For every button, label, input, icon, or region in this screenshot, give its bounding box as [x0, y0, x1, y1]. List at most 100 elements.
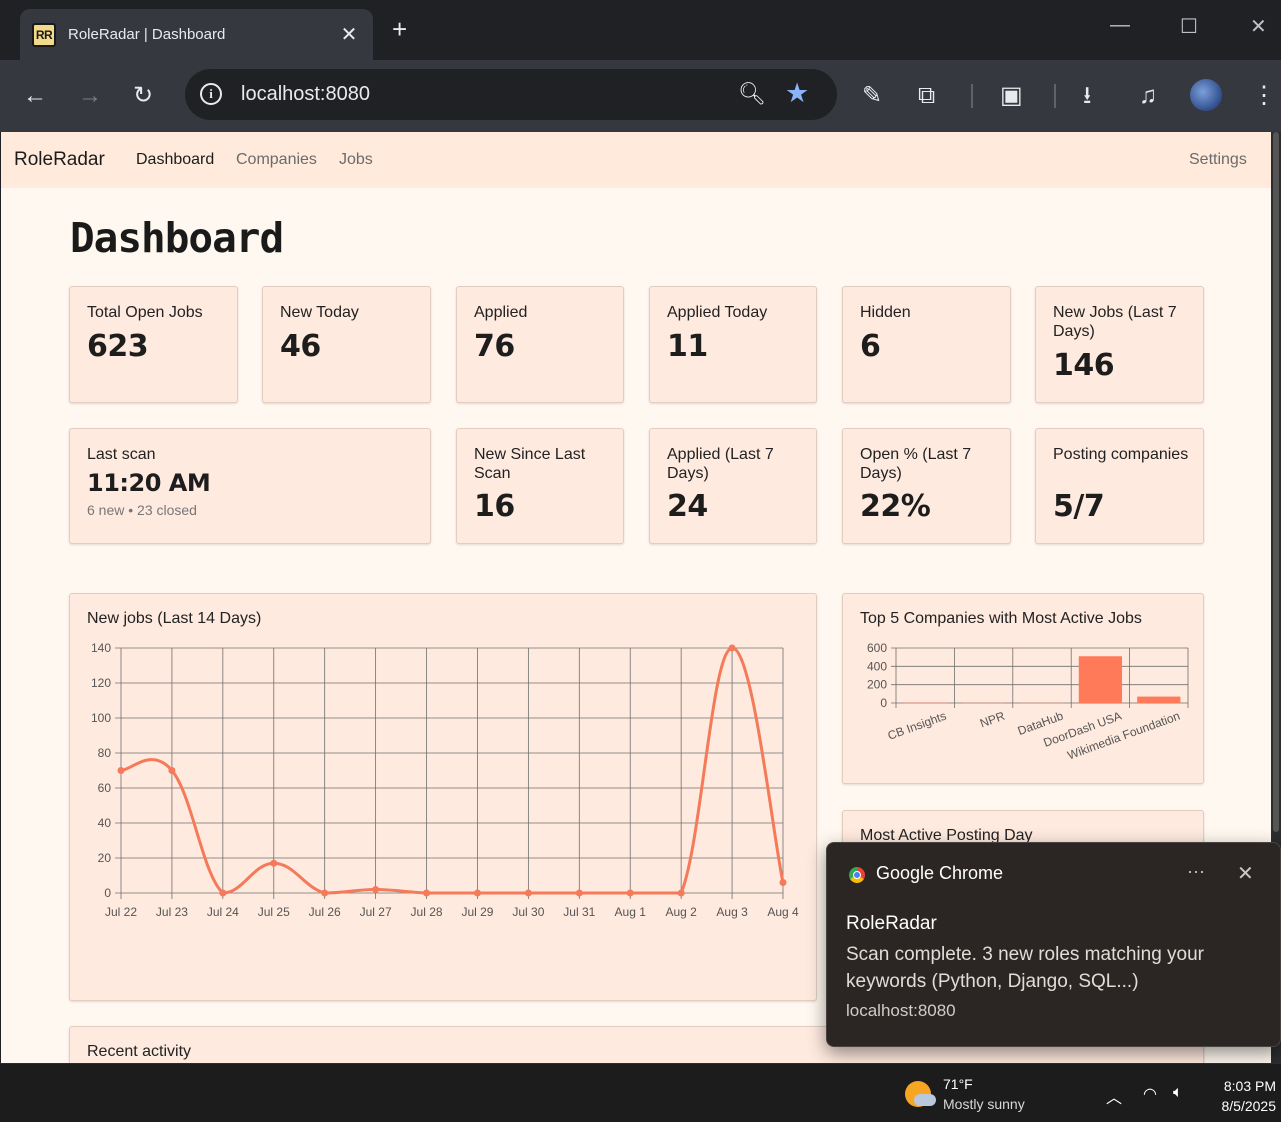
stat-card-applied-today: Applied Today 11: [649, 286, 817, 403]
notification-body: Scan complete. 3 new roles matching your…: [846, 944, 1205, 992]
pencil-icon[interactable]: ✎: [862, 82, 883, 109]
bar: [903, 702, 947, 704]
stat-label: Applied Today: [667, 304, 768, 321]
clock-date: 8/5/2025: [1221, 1098, 1277, 1114]
forward-icon[interactable]: →: [78, 82, 102, 109]
stat-value: 76: [474, 329, 515, 364]
x-tick-label: CB Insights: [886, 709, 948, 743]
data-point: [270, 859, 278, 867]
maximize-icon[interactable]: ☐: [1180, 16, 1198, 38]
data-point: [677, 889, 685, 897]
media-control-icon[interactable]: ♫: [1139, 82, 1157, 109]
bar: [1078, 656, 1123, 703]
x-tick-label: Aug 3: [716, 905, 748, 919]
chevron-up-icon[interactable]: ︿: [1106, 1090, 1123, 1107]
top-companies-chart-panel: Top 5 Companies with Most Active Jobs 0 2…: [842, 593, 1204, 784]
volume-icon[interactable]: 🔈︎: [1173, 1084, 1183, 1101]
brand-logo[interactable]: RoleRadar: [14, 149, 105, 170]
window-close-icon[interactable]: ✕: [1250, 16, 1267, 38]
nav-link-dashboard[interactable]: Dashboard: [136, 151, 215, 168]
stat-card-last-scan: Last scan 11:20 AM 6 new • 23 closed: [69, 428, 431, 544]
stat-value: 24: [667, 489, 708, 524]
x-tick-label: Jul 22: [105, 905, 137, 919]
download-icon[interactable]: ⭳: [1083, 82, 1092, 109]
url-text[interactable]: localhost:8080: [241, 83, 370, 105]
system-clock[interactable]: 8:03 PM 8/5/2025: [1222, 1076, 1277, 1116]
stat-card-applied: Applied 76: [456, 286, 624, 403]
address-bar[interactable]: i localhost:8080 🔍︎ ★: [185, 69, 837, 120]
stat-value: 46: [280, 329, 321, 364]
stat-card-total-open-jobs: Total Open Jobs 623: [69, 286, 238, 403]
clock-time: 8:03 PM: [1223, 1078, 1276, 1094]
back-icon[interactable]: ←: [23, 82, 47, 109]
scrollbar-thumb[interactable]: [1273, 132, 1279, 832]
wifi-icon[interactable]: ◠: [1143, 1086, 1157, 1103]
notification-toast[interactable]: Google Chrome ··· ✕ RoleRadar Scan compl…: [826, 842, 1281, 1047]
minimize-icon[interactable]: —: [1110, 14, 1130, 36]
data-point: [168, 767, 176, 774]
bookmark-star-icon[interactable]: ★: [785, 78, 810, 108]
x-tick-label: Jul 28: [411, 905, 443, 919]
data-point: [779, 879, 787, 886]
y-tick-label: 80: [98, 746, 112, 760]
site-info-icon[interactable]: i: [200, 83, 222, 105]
extensions-icon[interactable]: ⧉: [918, 82, 936, 109]
y-tick-label: 120: [91, 676, 111, 690]
page-title: Dashboard: [70, 214, 284, 262]
close-tab-icon[interactable]: ✕: [340, 24, 358, 46]
y-tick-label: 0: [104, 886, 111, 900]
taskbar: 71°F Mostly sunny ︿ ◠ 🔈︎ 8:03 PM 8/5/202…: [0, 1063, 1281, 1122]
menu-kebab-icon[interactable]: ⋮: [1252, 82, 1276, 109]
y-tick-label: 400: [867, 659, 887, 673]
y-tick-label: 200: [867, 678, 887, 692]
toolbar-divider: [971, 84, 973, 108]
stat-label: New Jobs (Last 7 Days): [1053, 304, 1177, 340]
zoom-icon[interactable]: 🔍︎: [738, 81, 766, 106]
data-point: [524, 889, 532, 897]
weather-condition[interactable]: Mostly sunny: [943, 1096, 1025, 1112]
more-options-icon[interactable]: ···: [1187, 861, 1205, 881]
data-point: [372, 886, 380, 893]
panel-title: New jobs (Last 14 Days): [87, 610, 262, 627]
stat-label: Last scan: [87, 446, 156, 463]
data-point: [423, 889, 431, 897]
x-tick-label: Jul 26: [309, 905, 341, 919]
data-point: [728, 644, 736, 652]
weather-temperature[interactable]: 71°F: [943, 1076, 973, 1092]
x-tick-label: Jul 23: [156, 905, 188, 919]
tab-search-icon[interactable]: ▣: [1000, 82, 1023, 109]
stat-value: 22%: [860, 489, 931, 524]
x-tick-label: Jul 31: [563, 905, 595, 919]
tab-strip: RR RoleRadar | Dashboard ✕ + — ☐ ✕: [0, 0, 1281, 60]
stat-label: Posting companies: [1053, 446, 1189, 463]
y-tick-label: 60: [98, 781, 112, 795]
reload-icon[interactable]: ↻: [133, 82, 154, 109]
panel-title: Recent activity: [87, 1043, 192, 1060]
x-tick-label: Aug 2: [665, 905, 697, 919]
y-tick-label: 20: [98, 851, 112, 865]
bar: [961, 702, 1006, 704]
tab-title: RoleRadar | Dashboard: [68, 26, 226, 43]
favicon: RR: [32, 22, 56, 47]
chrome-logo-icon: [849, 867, 865, 883]
stat-label: Hidden: [860, 304, 911, 321]
bar: [1020, 702, 1064, 704]
y-tick-label: 600: [867, 641, 887, 655]
page-scrollbar[interactable]: [1271, 132, 1281, 1063]
profile-avatar[interactable]: [1190, 79, 1222, 111]
browser-tab[interactable]: RR RoleRadar | Dashboard ✕: [20, 9, 373, 60]
nav-link-jobs[interactable]: Jobs: [339, 151, 373, 168]
new-tab-icon[interactable]: +: [392, 14, 408, 44]
nav-link-settings[interactable]: Settings: [1189, 151, 1247, 168]
toolbar-divider: [1054, 84, 1056, 108]
x-tick-label: Aug 4: [767, 905, 799, 919]
stat-card-hidden: Hidden 6: [842, 286, 1011, 403]
nav-link-companies[interactable]: Companies: [236, 151, 317, 168]
x-tick-label: Jul 29: [461, 905, 493, 919]
close-notification-icon[interactable]: ✕: [1237, 863, 1254, 885]
x-tick-label: Jul 24: [207, 905, 239, 919]
bar: [1137, 696, 1181, 703]
stat-card-new-today: New Today 46: [262, 286, 431, 403]
stat-card-new-jobs-7-days: New Jobs (Last 7 Days) 146: [1035, 286, 1204, 403]
